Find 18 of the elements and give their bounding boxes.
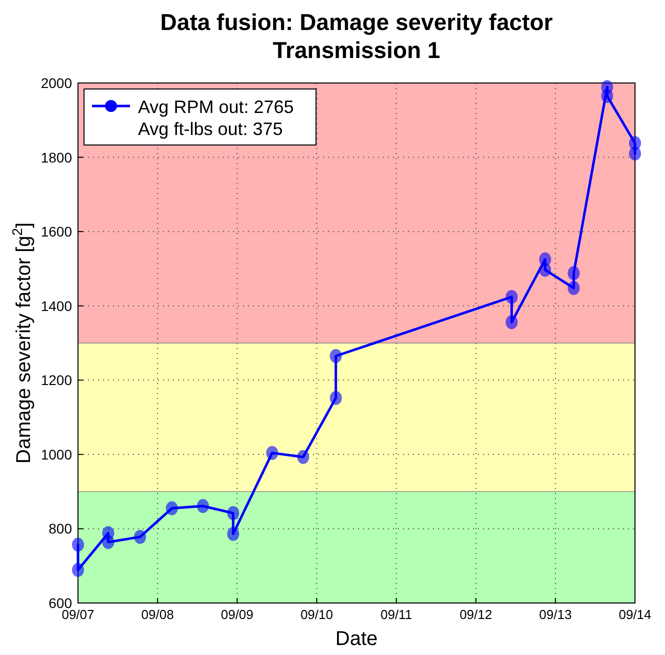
x-axis-title: Date: [335, 628, 378, 650]
x-tick-label: 09/14: [618, 607, 652, 622]
chart-title: Data fusion: Damage severity factor: [160, 9, 553, 35]
y-tick-label: 1200: [40, 372, 72, 388]
y-tick-label: 800: [48, 520, 72, 537]
y-tick-label: 1000: [40, 446, 72, 462]
x-tick-label: 09/09: [220, 607, 254, 622]
y-tick-label: 1400: [40, 298, 72, 314]
x-tick-label: 09/11: [380, 607, 412, 622]
y-tick-label: 2000: [40, 75, 72, 91]
x-tick-label: 09/12: [460, 607, 492, 622]
x-tick-label: 09/08: [141, 607, 174, 622]
chart-subtitle: Transmission 1: [272, 37, 440, 63]
x-tick-label: 09/10: [300, 607, 333, 622]
legend-label: Avg RPM out: 2765 Avg ft-lbs out: 375: [138, 97, 294, 139]
y-tick-label: 1800: [40, 149, 72, 166]
y-tick-label: 1600: [40, 224, 72, 240]
x-tick-label: 09/13: [539, 607, 572, 622]
